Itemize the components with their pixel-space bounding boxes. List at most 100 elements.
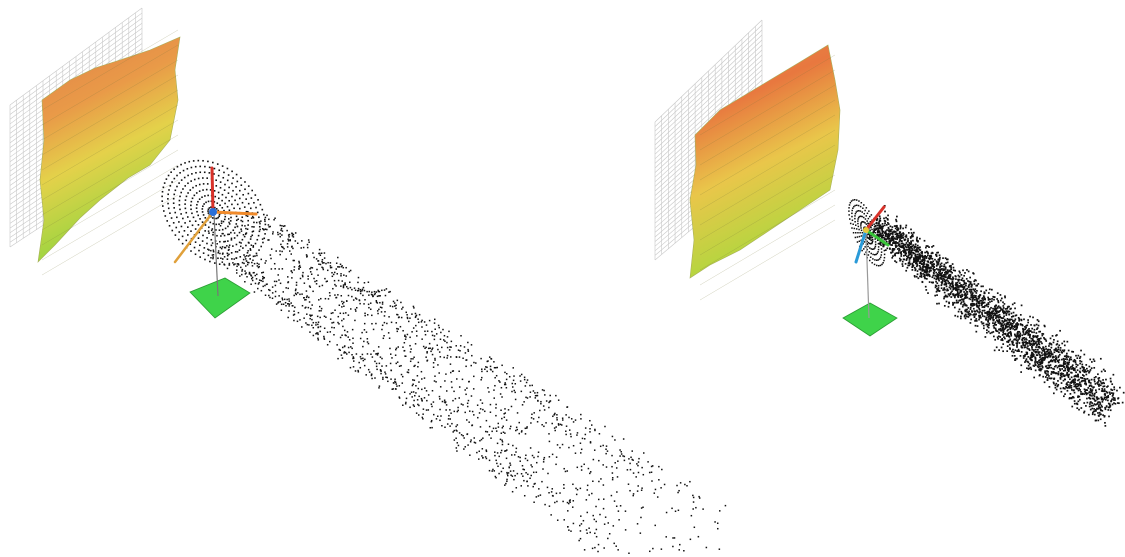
point (412, 379, 414, 381)
point (427, 360, 429, 362)
point (447, 347, 449, 349)
point (1070, 382, 1072, 384)
point (202, 208, 204, 210)
point (1013, 352, 1015, 354)
point (1012, 355, 1014, 357)
point (892, 248, 894, 250)
point (515, 430, 517, 432)
point (1039, 351, 1041, 353)
point (243, 254, 245, 256)
point (446, 357, 448, 359)
point (562, 417, 564, 419)
point (454, 430, 456, 432)
point (958, 294, 960, 296)
point (972, 288, 974, 290)
point (303, 297, 305, 299)
point (1054, 360, 1056, 362)
point (933, 269, 935, 271)
point (970, 308, 972, 310)
point (245, 258, 247, 260)
point (408, 369, 410, 371)
point (397, 361, 399, 363)
point (1091, 405, 1093, 407)
point (961, 284, 963, 286)
point (345, 284, 347, 286)
point (418, 322, 420, 324)
point (1088, 372, 1090, 374)
point (243, 259, 245, 261)
point (677, 492, 679, 494)
point (896, 225, 898, 227)
point (918, 256, 920, 258)
point (923, 275, 925, 277)
point (549, 505, 551, 507)
point (680, 482, 682, 484)
point (903, 251, 905, 253)
point (405, 403, 407, 405)
point (481, 371, 483, 373)
point (1006, 324, 1008, 326)
point (225, 228, 227, 230)
point (360, 358, 362, 360)
point (1051, 347, 1053, 349)
point (508, 444, 510, 446)
point (954, 297, 956, 299)
point (358, 288, 360, 290)
point (725, 505, 727, 507)
point (962, 286, 964, 288)
point (969, 289, 971, 291)
point (874, 264, 876, 266)
point (390, 353, 392, 355)
point (316, 332, 318, 334)
point (1020, 314, 1022, 316)
point (1123, 392, 1125, 394)
point (219, 204, 221, 206)
point (1002, 327, 1004, 329)
point (502, 444, 504, 446)
blade (856, 230, 866, 262)
point (344, 351, 346, 353)
point (1100, 410, 1102, 412)
point (210, 222, 212, 224)
point (565, 434, 567, 436)
point (1007, 310, 1009, 312)
point (1071, 376, 1073, 378)
point (373, 329, 375, 331)
point (897, 233, 899, 235)
point (359, 299, 361, 301)
point (954, 302, 956, 304)
point (231, 183, 233, 185)
point (1005, 333, 1007, 335)
point (1023, 341, 1025, 343)
point (266, 283, 268, 285)
point (282, 299, 284, 301)
point (184, 177, 186, 179)
point (431, 406, 433, 408)
point (473, 362, 475, 364)
point (261, 290, 263, 292)
point (350, 367, 352, 369)
point (1097, 403, 1099, 405)
point (506, 479, 508, 481)
point (987, 306, 989, 308)
point (237, 218, 239, 220)
point (409, 393, 411, 395)
point (925, 286, 927, 288)
point (209, 167, 211, 169)
point (455, 426, 457, 428)
point (493, 397, 495, 399)
point (878, 249, 880, 251)
point (1059, 354, 1061, 356)
point (984, 310, 986, 312)
point (895, 231, 897, 233)
point (1077, 369, 1079, 371)
point (866, 207, 868, 209)
point (969, 315, 971, 317)
point (851, 210, 853, 212)
point (427, 330, 429, 332)
point (858, 210, 860, 212)
point (515, 399, 517, 401)
point (259, 226, 261, 228)
point (1003, 325, 1005, 327)
point (1035, 360, 1037, 362)
